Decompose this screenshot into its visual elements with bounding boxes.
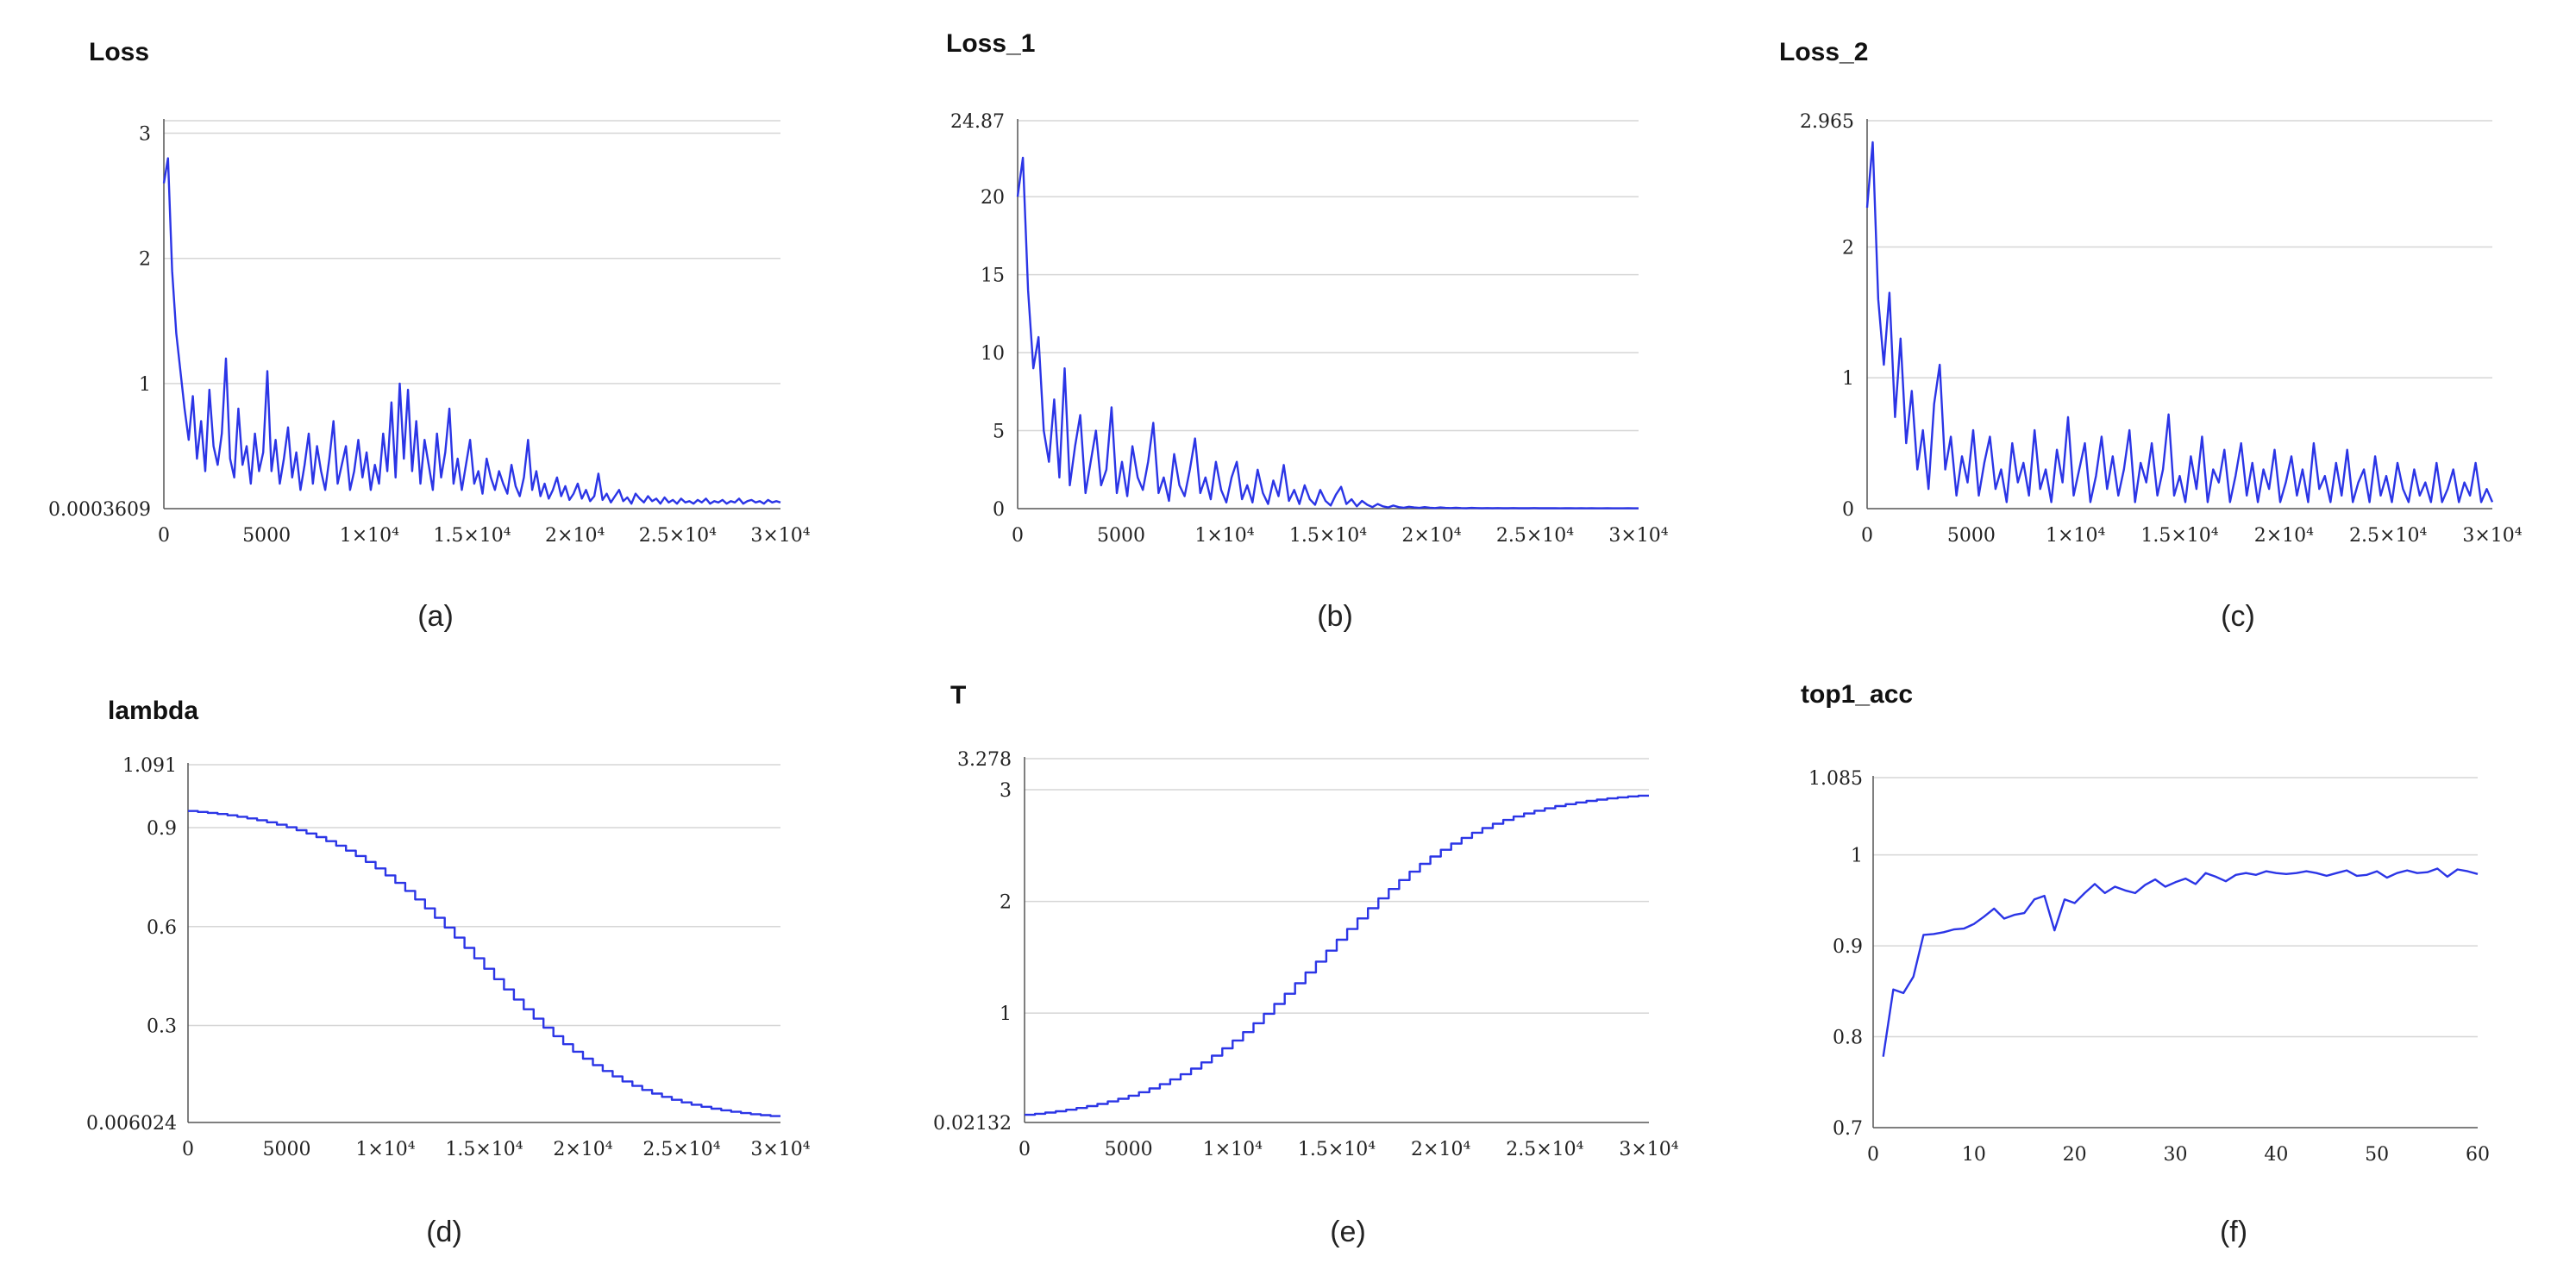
y-tick-label: 0.8 [1833,1028,1863,1049]
y-tick-label: 2.965 [1800,111,1854,133]
y-tick-label: 0.0003609 [48,499,151,521]
x-tick-label: 2×10⁴ [545,525,605,547]
x-tick-label: 2.5×10⁴ [1496,525,1574,547]
y-tick-label: 0.9 [1833,936,1863,958]
y-tick-label: 5 [993,422,1005,443]
series-line-Loss [162,157,781,505]
chart-title: Loss_2 [1779,38,1868,66]
y-tick-label: 0.7 [1833,1118,1863,1140]
x-tick-label: 0 [1012,525,1024,547]
x-tick-label: 1.5×10⁴ [433,525,511,547]
chart-c: 0 1 2 2.965 0 5000 1×10⁴ 1.5×10⁴ 2×10⁴ 2.5×10⁴ 3×1… [1779,38,2523,633]
x-tick-label: 0 [158,525,170,547]
y-tick-label: 3 [139,124,151,146]
x-tick-label: 1×10⁴ [355,1139,415,1160]
series-line-Loss_2 [1865,141,2494,503]
x-tick-label: 3×10⁴ [2462,525,2522,547]
chart-d: 0.006024 0.3 0.6 0.9 1.091 0 5000 1×10⁴ 1.5×10⁴ 2… [86,697,811,1248]
chart-title: top1_acc [1801,680,1913,709]
x-tick-label: 2×10⁴ [2254,525,2314,547]
y-tick-label: 0.6 [147,917,177,939]
y-tick-label: 1 [139,374,151,396]
x-tick-label: 2.5×10⁴ [2349,525,2427,547]
y-tick-label: 3 [1000,780,1012,802]
x-tick-label: 20 [2063,1144,2087,1166]
x-tick-label: 2×10⁴ [553,1139,612,1160]
y-tick-label: 15 [981,266,1005,287]
chart-caption: (d) [426,1216,462,1248]
chart-caption: (a) [417,600,454,633]
y-tick-label: 1 [1851,846,1863,867]
x-tick-label: 0 [1861,525,1873,547]
x-tick-label: 30 [2164,1144,2188,1166]
x-tick-label: 1×10⁴ [2046,525,2105,547]
chart-a: 0.0003609 1 2 3 0 5000 1×10⁴ 1.5×10⁴ 2×10⁴ 2.5×10… [48,38,811,633]
x-tick-label: 2.5×10⁴ [642,1139,720,1160]
x-tick-label: 5000 [1097,525,1145,547]
y-tick-label: 1.091 [122,755,177,777]
y-tick-label: 0.02132 [933,1113,1012,1135]
x-tick-label: 50 [2365,1144,2389,1166]
x-tick-label: 2.5×10⁴ [639,525,717,547]
series-line-Loss_1 [1016,156,1639,510]
x-tick-label: 0 [182,1139,194,1160]
y-tick-label: 3.278 [957,749,1012,771]
x-tick-label: 5000 [1947,525,1996,547]
chart-caption: (e) [1330,1216,1366,1248]
chart-b: 0 5 10 15 20 24.87 0 5000 1×10⁴ 1.5×10⁴ 2×10⁴ 2.5×1… [946,29,1669,633]
chart-title: Loss_1 [946,29,1035,58]
x-tick-label: 2×10⁴ [1401,525,1461,547]
x-tick-label: 1.5×10⁴ [1289,525,1367,547]
x-tick-label: 1×10⁴ [1203,1139,1263,1160]
y-tick-label: 2 [139,249,151,271]
chart-f: 0.7 0.8 0.9 1 1.085 0 10 20 30 40 50 60 top1_acc (f) [1801,680,2490,1248]
y-tick-label: 0 [993,499,1005,521]
x-tick-label: 5000 [242,525,291,547]
x-tick-label: 2.5×10⁴ [1506,1139,1583,1160]
chart-title: T [950,681,966,710]
x-tick-label: 60 [2466,1144,2490,1166]
chart-caption: (f) [2220,1216,2247,1248]
x-tick-label: 1.5×10⁴ [2140,525,2218,547]
chart-title: lambda [108,697,198,725]
x-tick-label: 3×10⁴ [1619,1139,1678,1160]
y-tick-label: 20 [981,187,1005,209]
y-tick-label: 1 [1000,1004,1012,1025]
x-tick-label: 1.5×10⁴ [445,1139,523,1160]
x-tick-label: 1×10⁴ [340,525,399,547]
x-tick-label: 3×10⁴ [1608,525,1668,547]
y-tick-label: 1.085 [1808,768,1863,790]
y-tick-label: 0.3 [147,1016,177,1038]
x-tick-label: 0 [1867,1144,1879,1166]
x-tick-label: 3×10⁴ [750,1139,810,1160]
x-tick-label: 2×10⁴ [1411,1139,1470,1160]
chart-caption: (c) [2221,600,2255,633]
series-line-top1_acc [1882,867,2479,1057]
y-tick-label: 2 [1000,892,1012,914]
series-line-T [1025,794,1649,1116]
x-tick-label: 40 [2264,1144,2288,1166]
y-tick-label: 24.87 [950,111,1005,133]
x-tick-label: 1.5×10⁴ [1298,1139,1376,1160]
y-tick-label: 2 [1842,237,1854,259]
x-tick-label: 1×10⁴ [1194,525,1254,547]
chart-title: Loss [89,38,149,66]
x-tick-label: 10 [1962,1144,1986,1166]
y-tick-label: 1 [1842,368,1854,390]
x-tick-label: 5000 [263,1139,311,1160]
x-tick-label: 5000 [1105,1139,1153,1160]
y-tick-label: 0.006024 [86,1113,177,1135]
x-tick-label: 0 [1018,1139,1031,1160]
series-line-lambda [188,810,780,1117]
chart-e: 0.02132 1 2 3 3.278 0 5000 1×10⁴ 1.5×10⁴ 2×10⁴ 2.5… [933,681,1679,1248]
x-tick-label: 3×10⁴ [750,525,810,547]
chart-caption: (b) [1317,600,1353,633]
y-tick-label: 0 [1842,499,1854,521]
y-tick-label: 0.9 [147,818,177,840]
y-tick-label: 10 [981,343,1005,365]
